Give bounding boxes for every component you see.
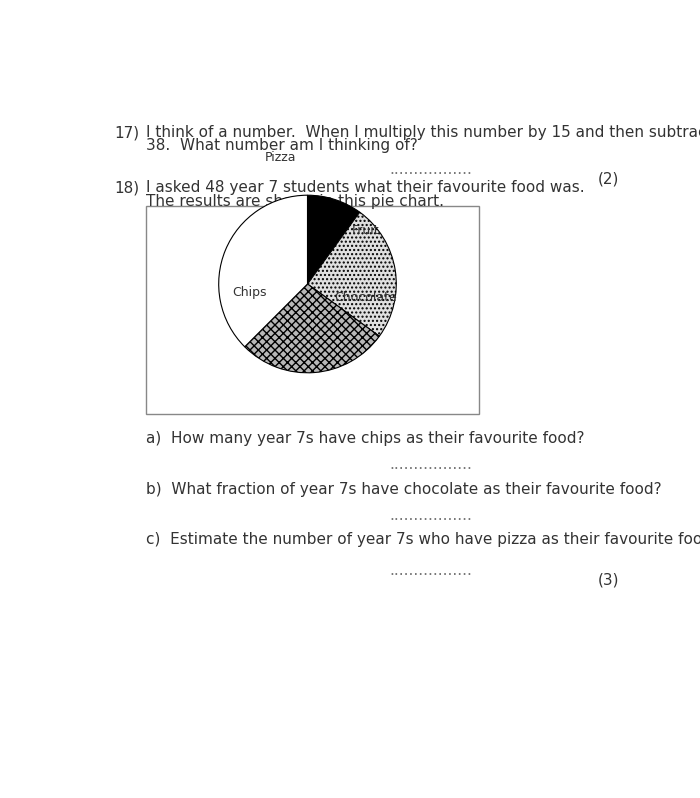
Text: 17): 17): [115, 125, 140, 140]
Text: c)  Estimate the number of year 7s who have pizza as their favourite food.: c) Estimate the number of year 7s who ha…: [146, 532, 700, 547]
Wedge shape: [245, 284, 379, 373]
FancyBboxPatch shape: [146, 206, 479, 414]
Text: I asked 48 year 7 students what their favourite food was.: I asked 48 year 7 students what their fa…: [146, 180, 584, 196]
Text: The results are shown in this pie chart.: The results are shown in this pie chart.: [146, 194, 444, 208]
Text: Fruit: Fruit: [351, 224, 379, 237]
Text: b)  What fraction of year 7s have chocolate as their favourite food?: b) What fraction of year 7s have chocola…: [146, 481, 662, 496]
Text: (3): (3): [598, 572, 619, 587]
Text: a)  How many year 7s have chips as their favourite food?: a) How many year 7s have chips as their …: [146, 431, 584, 446]
Text: .................: .................: [390, 162, 472, 177]
Wedge shape: [218, 196, 307, 347]
Text: .................: .................: [390, 508, 472, 523]
Text: Pizza: Pizza: [265, 151, 297, 164]
Text: Chocolate: Chocolate: [334, 290, 397, 304]
Wedge shape: [307, 196, 360, 284]
Text: 18): 18): [115, 180, 140, 196]
Text: 38.  What number am I thinking of?: 38. What number am I thinking of?: [146, 138, 417, 153]
Text: .................: .................: [390, 563, 472, 578]
Text: Chips: Chips: [232, 286, 267, 299]
Wedge shape: [307, 212, 396, 336]
Text: .................: .................: [390, 457, 472, 472]
Text: (2): (2): [598, 172, 619, 186]
Text: I think of a number.  When I multiply this number by 15 and then subtract 7 I ge: I think of a number. When I multiply thi…: [146, 125, 700, 140]
